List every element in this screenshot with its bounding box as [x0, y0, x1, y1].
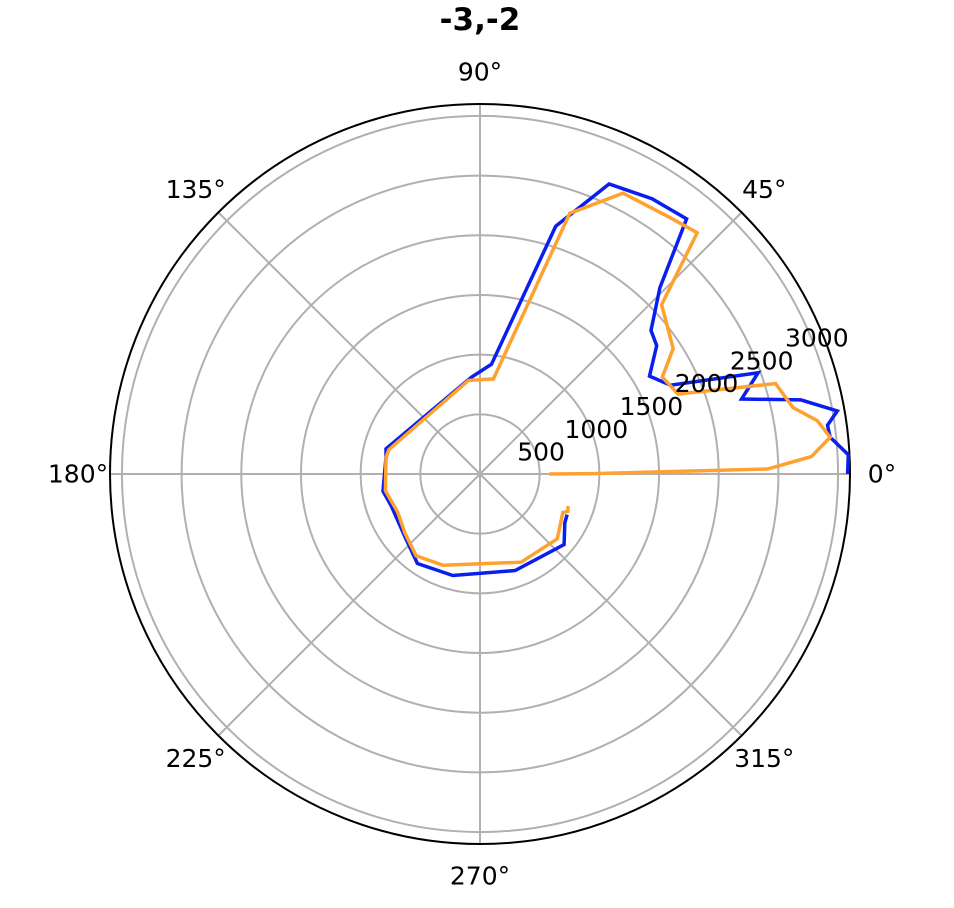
- angular-tick-label-0: 0°: [868, 460, 896, 489]
- angular-tick-label-135: 135°: [166, 175, 226, 204]
- series-layer: [381, 182, 851, 578]
- radial-tick-label-2500: 2500: [730, 346, 794, 375]
- angular-gridline-135: [217, 211, 481, 475]
- angular-tick-label-45: 45°: [742, 175, 786, 204]
- polar-frame: [109, 103, 851, 845]
- angular-gridline-315: [479, 473, 743, 737]
- angular-tick-label-180: 180°: [48, 460, 108, 489]
- angular-tick-label-315: 315°: [734, 744, 794, 773]
- angular-tick-label-90: 90°: [458, 58, 502, 87]
- series-1-line: [381, 182, 851, 578]
- radial-tick-label-500: 500: [517, 438, 565, 467]
- radial-tick-label-1500: 1500: [620, 392, 684, 421]
- angular-tick-label-225: 225°: [166, 744, 226, 773]
- angular-tick-label-270: 270°: [450, 862, 510, 891]
- angular-gridline-45: [479, 211, 743, 475]
- chart-title: -3,-2: [439, 2, 521, 38]
- radial-tick-label-3000: 3000: [785, 324, 849, 353]
- radial-tick-label-1000: 1000: [564, 415, 628, 444]
- radial-tick-label-2000: 2000: [675, 369, 739, 398]
- grid-layer: [109, 103, 851, 845]
- label-layer: 0°45°90°135°180°225°270°315°500100015002…: [48, 58, 896, 891]
- angular-gridline-225: [217, 473, 481, 737]
- series-2-line: [383, 191, 833, 568]
